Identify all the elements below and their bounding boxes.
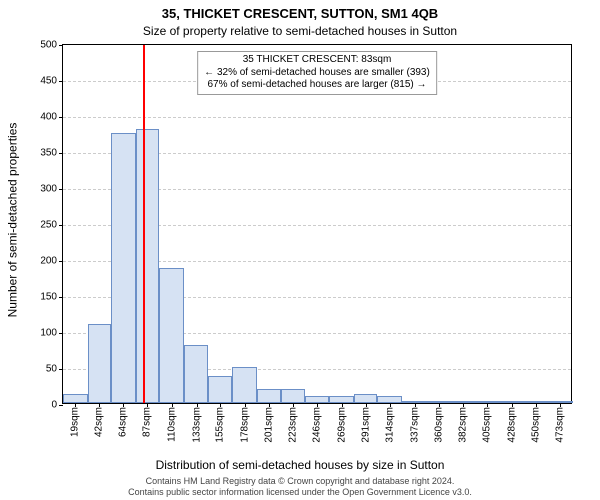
histogram-bar [208,376,232,403]
histogram-bar [159,268,184,403]
histogram-bar [524,401,548,403]
chart-title-sub: Size of property relative to semi-detach… [0,24,600,38]
histogram-bar [377,396,402,403]
x-tick-label: 428sqm [507,407,518,443]
histogram-bar [547,401,573,403]
x-tick-label: 473sqm [555,407,566,443]
x-tick-label: 87sqm [142,407,153,437]
gridline [63,117,571,118]
x-tick-label: 382sqm [457,407,468,443]
y-axis-label: Number of semi-detached properties [4,0,20,440]
x-tick-label: 314sqm [385,407,396,443]
footer-line: Contains public sector information licen… [0,487,600,498]
x-tick-label: 201sqm [264,407,275,443]
y-tick-mark [59,189,63,190]
annotation-line: 35 THICKET CRESCENT: 83sqm [204,54,430,67]
x-tick-label: 42sqm [94,407,105,437]
x-tick-label: 64sqm [117,407,128,437]
y-tick-mark [59,225,63,226]
histogram-bar [354,394,378,403]
histogram-bar [281,389,305,403]
x-tick-label: 133sqm [191,407,202,443]
y-tick-mark [59,333,63,334]
chart-title-main: 35, THICKET CRESCENT, SUTTON, SM1 4QB [0,6,600,21]
histogram-bar [257,389,282,403]
y-tick-mark [59,117,63,118]
y-tick-mark [59,81,63,82]
x-tick-label: 405sqm [482,407,493,443]
y-tick-mark [59,405,63,406]
x-tick-label: 178sqm [239,407,250,443]
histogram-bar [499,401,524,403]
x-tick-label: 291sqm [360,407,371,443]
histogram-bar [402,401,427,403]
x-axis-label: Distribution of semi-detached houses by … [0,458,600,472]
x-tick-label: 337sqm [409,407,420,443]
histogram-bar [305,396,330,403]
y-tick-mark [59,153,63,154]
x-tick-label: 223sqm [287,407,298,443]
y-tick-mark [59,45,63,46]
histogram-bar [475,401,500,403]
histogram-bar [184,345,209,403]
y-tick-mark [59,369,63,370]
chart-footer: Contains HM Land Registry data © Crown c… [0,476,600,498]
histogram-bar [451,401,475,403]
histogram-bar [427,401,452,403]
histogram-bar [329,396,354,403]
histogram-bar [111,133,136,403]
histogram-bar [136,129,160,403]
plot-area: 19sqm42sqm64sqm87sqm110sqm133sqm155sqm17… [62,44,572,404]
histogram-bar [63,394,88,403]
x-tick-label: 19sqm [69,407,80,437]
x-tick-label: 110sqm [167,407,178,442]
annotation-line: 67% of semi-detached houses are larger (… [204,79,430,92]
x-tick-label: 450sqm [530,407,541,443]
chart-container: 35, THICKET CRESCENT, SUTTON, SM1 4QB Si… [0,0,600,500]
marker-line [143,45,145,403]
histogram-bar [232,367,257,403]
y-tick-mark [59,261,63,262]
x-tick-label: 246sqm [312,407,323,443]
x-tick-label: 360sqm [434,407,445,443]
histogram-bar [88,324,112,403]
annotation-box: 35 THICKET CRESCENT: 83sqm ← 32% of semi… [197,51,437,95]
x-tick-label: 155sqm [215,407,226,443]
footer-line: Contains HM Land Registry data © Crown c… [0,476,600,487]
y-tick-mark [59,297,63,298]
annotation-line: ← 32% of semi-detached houses are smalle… [204,67,430,80]
x-tick-label: 269sqm [337,407,348,443]
